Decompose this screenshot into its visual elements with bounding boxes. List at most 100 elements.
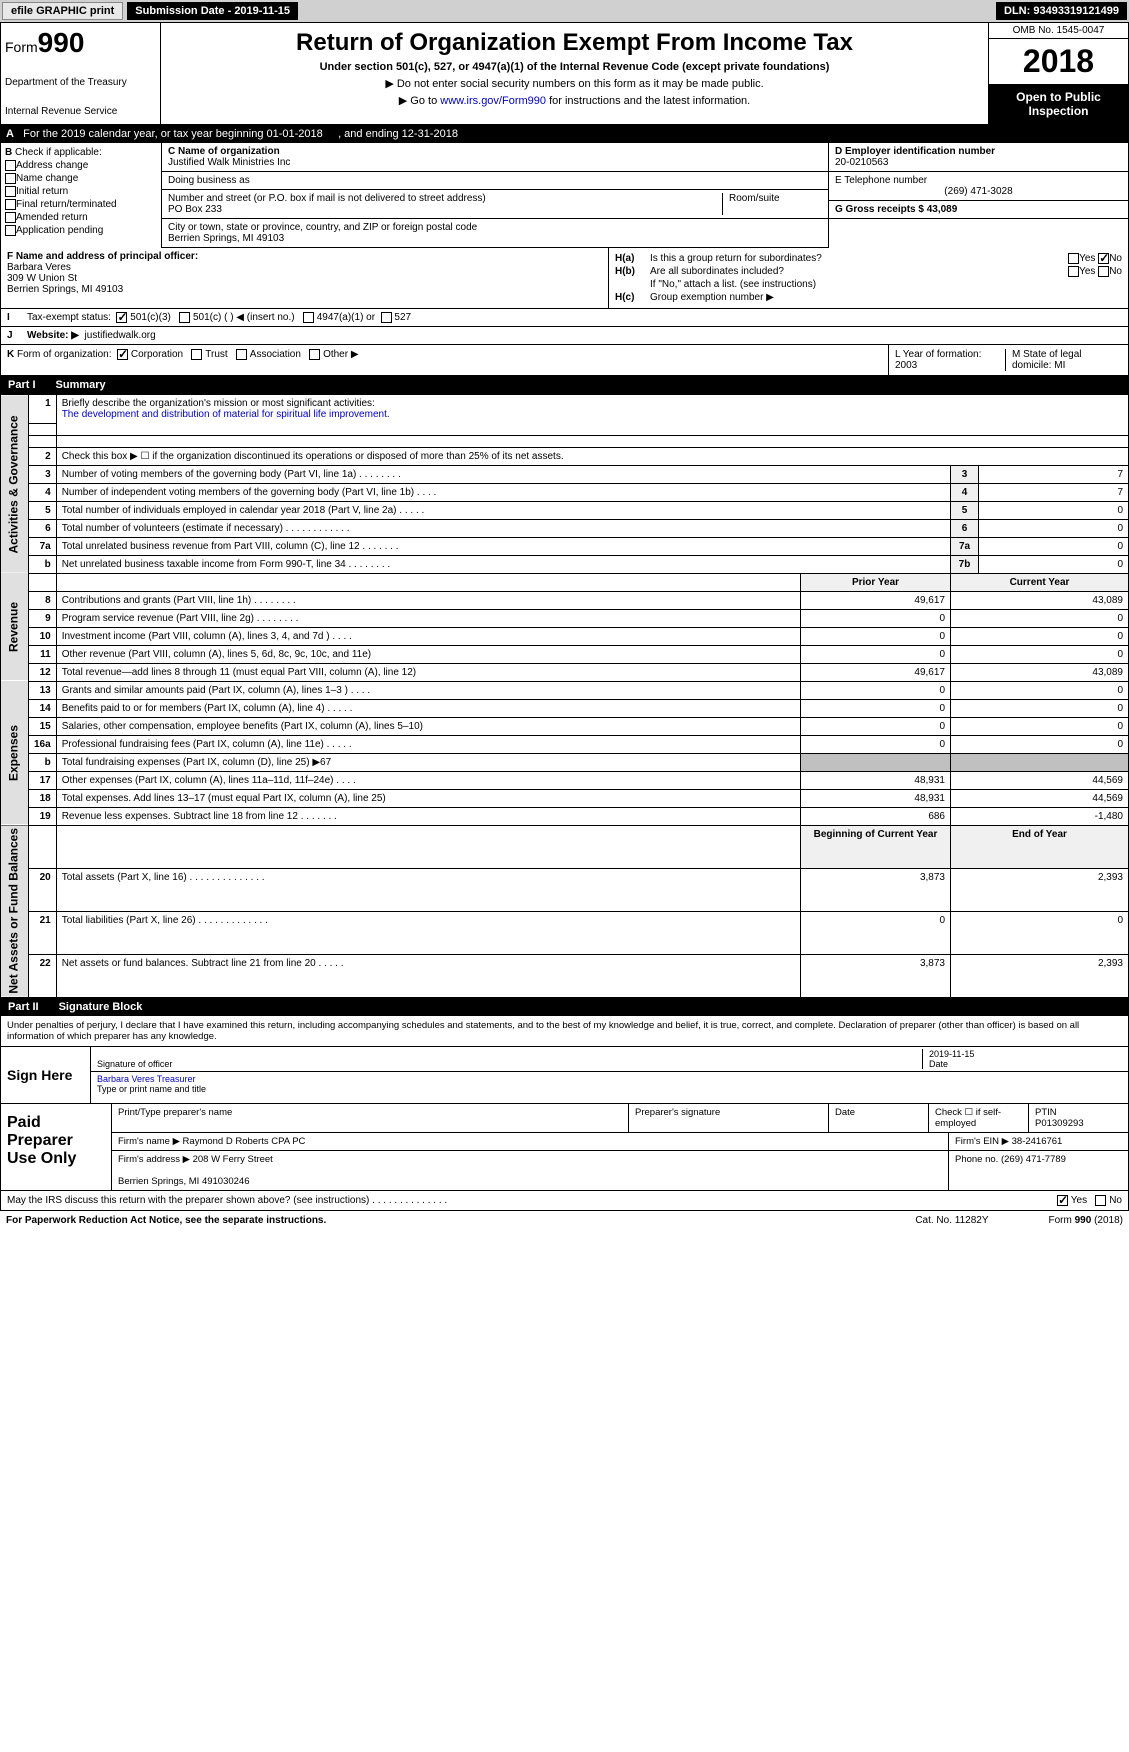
discuss-no-check[interactable] <box>1095 1195 1106 1206</box>
row-num: 13 <box>29 681 57 699</box>
checkbox[interactable] <box>5 225 16 236</box>
tax-year: 2018 <box>989 39 1128 84</box>
row-num: 18 <box>29 789 57 807</box>
discuss-row: May the IRS discuss this return with the… <box>0 1191 1129 1211</box>
part1-header: Part I Summary <box>0 376 1129 394</box>
paid-lbl: Paid Preparer Use Only <box>1 1104 111 1190</box>
firm-addr-lbl: Firm's address ▶ <box>118 1154 190 1165</box>
table-row: 21Total liabilities (Part X, line 26) . … <box>1 911 1129 954</box>
line-a-end: , and ending 12-31-2018 <box>338 128 458 140</box>
opt-label: Name change <box>16 173 78 184</box>
firm-ein-val: 38-2416761 <box>1012 1136 1063 1147</box>
ha-no-check[interactable] <box>1098 253 1109 264</box>
row-prior: 0 <box>801 717 951 735</box>
checkbox[interactable] <box>5 186 16 197</box>
row-val: 0 <box>979 501 1129 519</box>
ptin-lbl: PTIN <box>1035 1107 1057 1118</box>
table-row: 18Total expenses. Add lines 13–17 (must … <box>1 789 1129 807</box>
irs-link[interactable]: www.irs.gov/Form990 <box>440 95 546 107</box>
checkbox[interactable] <box>5 160 16 171</box>
assoc-check[interactable] <box>236 349 247 360</box>
line1-cell: Briefly describe the organization's miss… <box>56 395 1128 424</box>
opt-address-change: Address change <box>5 160 157 171</box>
blank <box>56 573 800 591</box>
trust-check[interactable] <box>191 349 202 360</box>
officer-name[interactable]: Barbara Veres Treasurer <box>97 1074 196 1084</box>
row-desc: Net unrelated business taxable income fr… <box>56 555 950 573</box>
row-prior: 686 <box>801 807 951 825</box>
row-desc: Other revenue (Part VIII, column (A), li… <box>56 645 800 663</box>
side-exp: Expenses <box>1 681 29 825</box>
hb-yes-check[interactable] <box>1068 266 1079 277</box>
ha-yes-check[interactable] <box>1068 253 1079 264</box>
4947-check[interactable] <box>303 312 314 323</box>
firm-addr-val: 208 W Ferry Street <box>193 1154 273 1165</box>
row-prior: 48,931 <box>801 771 951 789</box>
row-col: 4 <box>951 483 979 501</box>
line1-val[interactable]: The development and distribution of mate… <box>62 409 390 420</box>
checkbox[interactable] <box>5 173 16 184</box>
sign-body: Signature of officer 2019-11-15Date Barb… <box>91 1047 1128 1103</box>
table-row: bNet unrelated business taxable income f… <box>1 555 1129 573</box>
corp-check[interactable] <box>117 349 128 360</box>
website-val: justifiedwalk.org <box>85 330 156 341</box>
row-curr: 0 <box>951 627 1129 645</box>
527-check[interactable] <box>381 312 392 323</box>
table-row: 11Other revenue (Part VIII, column (A), … <box>1 645 1129 663</box>
row-desc: Total fundraising expenses (Part IX, col… <box>56 753 800 771</box>
org-name-val: Justified Walk Ministries Inc <box>168 157 822 168</box>
discuss-yes-check[interactable] <box>1057 1195 1068 1206</box>
city-lbl: City or town, state or province, country… <box>168 222 822 233</box>
preparer-body: Print/Type preparer's name Preparer's si… <box>111 1104 1128 1190</box>
corp-lbl: Corporation <box>131 349 183 360</box>
firm-city: Berrien Springs, MI 491030246 <box>118 1176 250 1187</box>
open-inspection: Open to Public Inspection <box>989 84 1128 124</box>
501c-check[interactable] <box>179 312 190 323</box>
dln-label: DLN: 93493319121499 <box>996 2 1127 20</box>
row-k: K Form of organization: Corporation Trus… <box>1 345 888 375</box>
row-desc: Investment income (Part VIII, column (A)… <box>56 627 800 645</box>
prep-sig-lbl: Preparer's signature <box>628 1104 828 1132</box>
form-note2: ▶ Go to www.irs.gov/Form990 for instruct… <box>167 94 982 107</box>
row-curr: 0 <box>951 645 1129 663</box>
i-lbl: I <box>7 312 27 323</box>
ein-cell: D Employer identification number 20-0210… <box>829 143 1128 172</box>
form-number: 990 <box>38 27 85 58</box>
efile-button[interactable]: efile GRAPHIC print <box>2 2 123 20</box>
row-num: 9 <box>29 609 57 627</box>
checkbox[interactable] <box>5 199 16 210</box>
firm-addr-cell: Firm's address ▶ 208 W Ferry Street Berri… <box>112 1151 948 1190</box>
part1-name: Summary <box>56 379 106 391</box>
ha-row: H(a) Is this a group return for subordin… <box>615 253 1122 264</box>
addr-val: PO Box 233 <box>168 204 722 215</box>
side-rev: Revenue <box>1 573 29 681</box>
col-b-check: Check if applicable: <box>15 147 102 158</box>
row-num: 21 <box>29 911 57 954</box>
sig-date: 2019-11-15 <box>929 1049 974 1059</box>
yes-lbl: Yes <box>1071 1195 1087 1206</box>
officer-val: Barbara Veres 309 W Union St Berrien Spr… <box>7 262 123 295</box>
row-num: 19 <box>29 807 57 825</box>
table-row: 17Other expenses (Part IX, column (A), l… <box>1 771 1129 789</box>
firm-addr-row: Firm's address ▶ 208 W Ferry Street Berri… <box>112 1151 1128 1190</box>
m-state: M State of legal domicile: MI <box>1005 349 1122 371</box>
blank <box>56 825 800 868</box>
j-txt: Website: ▶ <box>27 330 79 341</box>
501c3-check[interactable] <box>116 312 127 323</box>
omb-number: OMB No. 1545-0047 <box>989 23 1128 39</box>
row-desc: Program service revenue (Part VIII, line… <box>56 609 800 627</box>
ha-lbl: H(a) <box>615 253 650 264</box>
phone-val: (269) 471-3028 <box>835 186 1122 197</box>
hb-note: If "No," attach a list. (see instruction… <box>650 279 816 290</box>
hb-no-check[interactable] <box>1098 266 1109 277</box>
row-desc: Total assets (Part X, line 16) . . . . .… <box>56 868 800 911</box>
h-cell: H(a) Is this a group return for subordin… <box>608 248 1128 308</box>
checkbox[interactable] <box>5 212 16 223</box>
ptin-cell: PTINP01309293 <box>1028 1104 1128 1132</box>
other-check[interactable] <box>309 349 320 360</box>
hc-lbl: H(c) <box>615 292 650 303</box>
row-desc: Benefits paid to or for members (Part IX… <box>56 699 800 717</box>
row-curr: 43,089 <box>951 663 1129 681</box>
other-lbl: Other ▶ <box>323 349 358 360</box>
row-shaded <box>801 753 951 771</box>
